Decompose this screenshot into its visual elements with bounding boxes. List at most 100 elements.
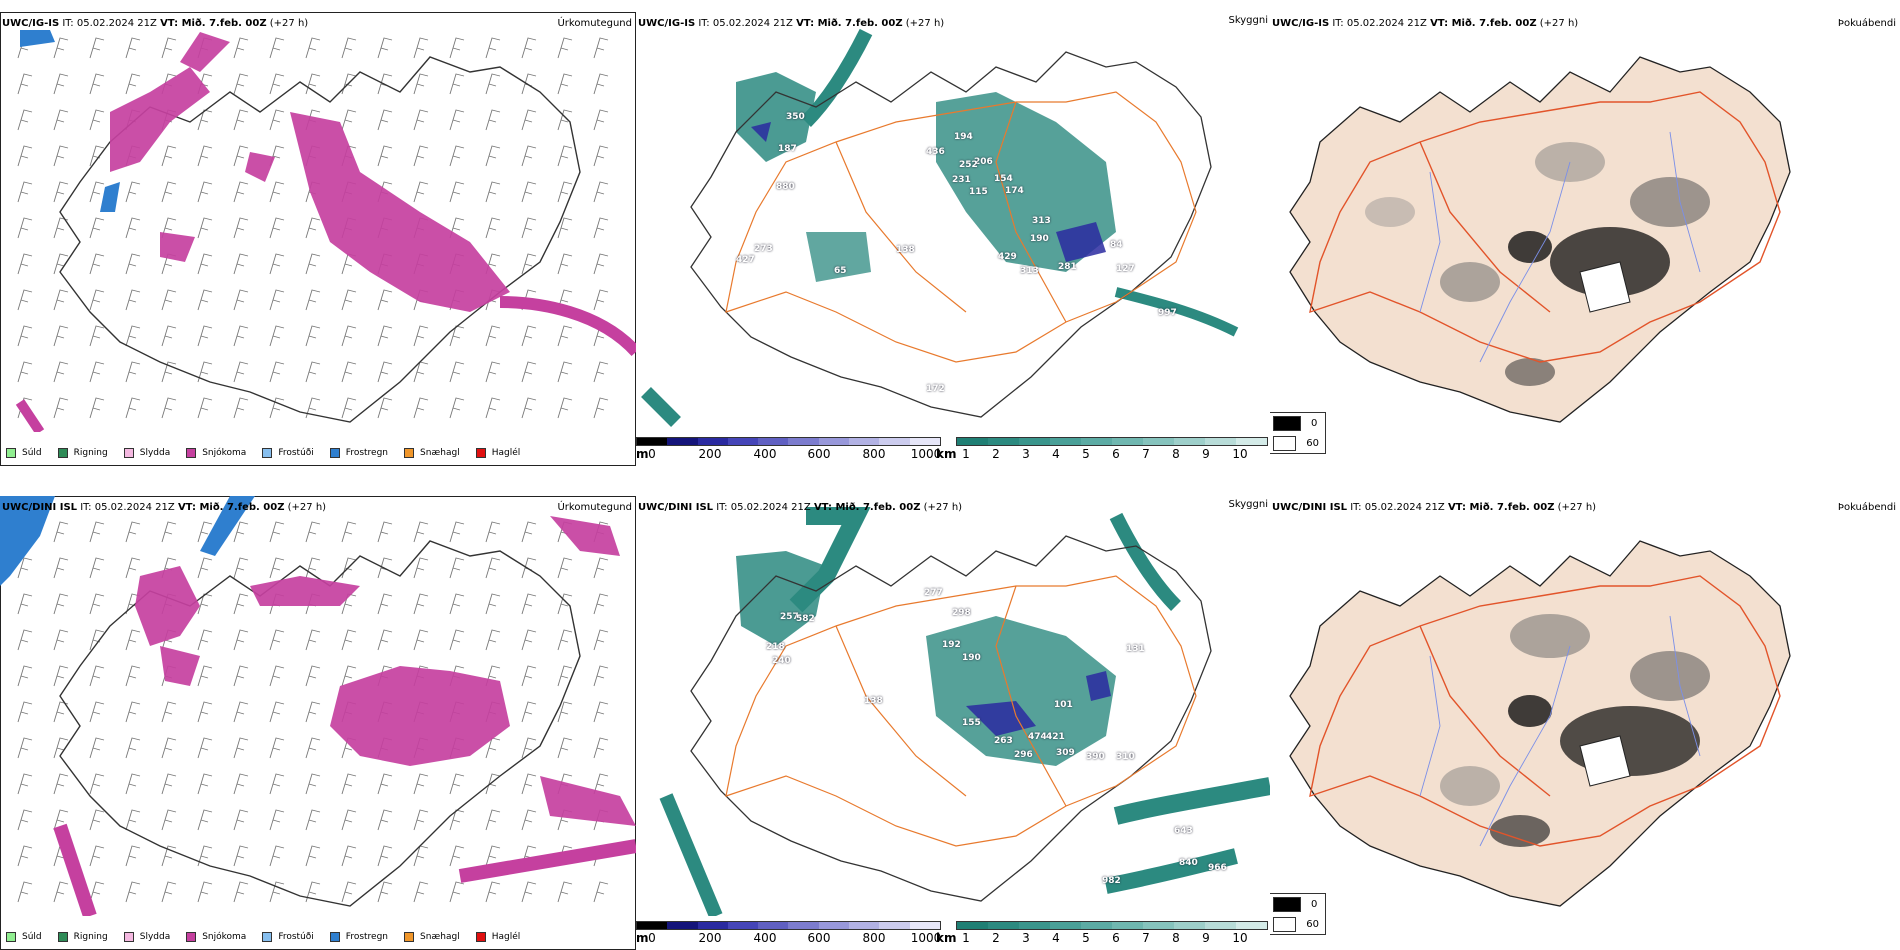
legend-item: Frostregn xyxy=(329,448,388,458)
product-name: Úrkomutegund xyxy=(557,502,632,513)
wind-barb xyxy=(161,773,177,795)
fog-legend-row: 0 xyxy=(1270,894,1325,914)
wind-barb xyxy=(269,397,285,419)
wind-barb xyxy=(413,557,429,579)
wind-barb xyxy=(89,325,105,347)
colorbar-segment xyxy=(727,438,759,445)
wind-barb xyxy=(89,73,105,95)
wind-barb xyxy=(89,809,105,831)
wind-barb xyxy=(53,73,69,95)
iceland-outline xyxy=(59,540,581,907)
legend-swatch xyxy=(6,932,16,942)
wind-barb xyxy=(413,773,429,795)
colorbar-segment xyxy=(957,922,988,929)
wind-barb xyxy=(161,289,177,311)
colorbar-tick: 4 xyxy=(1052,447,1060,461)
wind-barb xyxy=(341,773,357,795)
colorbar-segment xyxy=(818,438,850,445)
wind-barb xyxy=(269,557,285,579)
wind-barb xyxy=(125,701,141,723)
visibility-value-label: 131 xyxy=(1126,644,1145,654)
wind-barb xyxy=(449,325,465,347)
freezing-rain-area xyxy=(20,30,55,47)
wind-barb xyxy=(593,397,609,419)
wind-barb xyxy=(53,109,69,131)
wind-barb xyxy=(413,593,429,615)
visibility-value-label: 155 xyxy=(962,718,981,728)
wind-barb xyxy=(161,809,177,831)
visibility-value-label: 966 xyxy=(1208,863,1227,873)
wind-barb xyxy=(125,73,141,95)
wind-barb xyxy=(341,109,357,131)
snow-area xyxy=(245,152,275,182)
wind-barb xyxy=(449,881,465,903)
wind-barb xyxy=(269,701,285,723)
wind-barb xyxy=(269,109,285,131)
wind-barb xyxy=(485,181,501,203)
wind-barb xyxy=(233,701,249,723)
wind-barb xyxy=(17,145,33,167)
colorbar-tick: 6 xyxy=(1112,447,1120,461)
fog-legend: 0 60 xyxy=(1270,893,1326,935)
vis-km-area xyxy=(736,551,826,646)
wind-barb xyxy=(521,253,537,275)
vis-m-area xyxy=(751,122,771,142)
wind-barb xyxy=(233,881,249,903)
road xyxy=(835,625,967,797)
snow-area xyxy=(135,566,200,646)
fog-legend-swatch xyxy=(1273,896,1301,912)
wind-barb xyxy=(377,593,393,615)
wind-barb xyxy=(593,361,609,383)
wind-barb xyxy=(593,881,609,903)
glacier xyxy=(1579,261,1631,313)
colorbar-segment xyxy=(1236,922,1267,929)
colorbar-tick: 1000 xyxy=(910,931,942,945)
legend-item: Frostregn xyxy=(329,932,388,942)
wind-barb xyxy=(485,361,501,383)
wind-barb xyxy=(593,701,609,723)
colorbar-segment xyxy=(1050,438,1081,445)
wind-barb xyxy=(413,325,429,347)
wind-barb xyxy=(89,397,105,419)
wind-barb xyxy=(521,629,537,651)
precip-type-panel-row1: UWC/IG-IS IT: 05.02.2024 21Z VT: Mið. 7.… xyxy=(0,12,636,466)
freezing-rain-area xyxy=(0,496,55,586)
colorbar-segment xyxy=(909,438,940,445)
wind-barb xyxy=(593,181,609,203)
wind-barb xyxy=(233,73,249,95)
colorbar-segment xyxy=(758,438,789,445)
wind-barb xyxy=(89,701,105,723)
wind-barb xyxy=(521,361,537,383)
visibility-value-label: 174 xyxy=(1005,186,1024,196)
wind-barb xyxy=(305,665,321,687)
visibility-value-label: 192 xyxy=(942,640,961,650)
wind-barb xyxy=(197,253,213,275)
wind-barb xyxy=(125,629,141,651)
colorbar-segment xyxy=(1019,438,1050,445)
wind-barb xyxy=(341,845,357,867)
visibility-value-label: 231 xyxy=(952,175,971,185)
wind-barb xyxy=(125,557,141,579)
wind-barb xyxy=(53,325,69,347)
wind-barb xyxy=(593,73,609,95)
wind-barb xyxy=(557,217,573,239)
colorbar-tick: 7 xyxy=(1142,447,1150,461)
visibility-value-label: 350 xyxy=(786,112,805,122)
fog-shade xyxy=(1560,706,1700,776)
wind-barb xyxy=(557,253,573,275)
product-name: Þokuábendi xyxy=(1837,502,1896,513)
snow-band xyxy=(53,823,97,916)
colorbar-segment xyxy=(879,438,910,445)
visibility-value-label: 281 xyxy=(1058,262,1077,272)
wind-barb xyxy=(485,593,501,615)
colorbar-unit: m xyxy=(636,931,649,945)
colorbar-tick: 8 xyxy=(1172,931,1180,945)
visibility-value-label: 298 xyxy=(952,608,971,618)
wind-barb xyxy=(17,325,33,347)
wind-barb xyxy=(125,521,141,543)
visibility-value-label: 309 xyxy=(1056,748,1075,758)
wind-barb xyxy=(233,845,249,867)
wind-barb xyxy=(593,217,609,239)
visibility-value-label: 138 xyxy=(896,245,915,255)
wind-barb xyxy=(449,773,465,795)
